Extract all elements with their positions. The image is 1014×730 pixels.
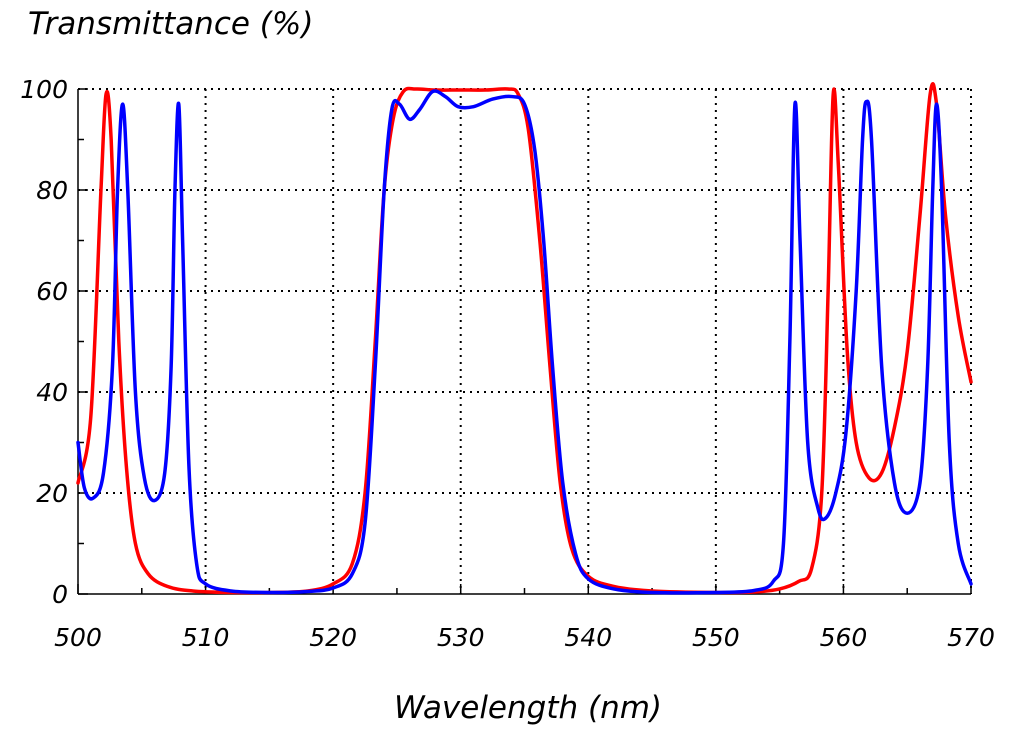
grid-layer (78, 88, 972, 594)
y-tick-label: 40 (36, 378, 68, 407)
x-tick-label: 560 (820, 623, 868, 652)
y-axis-title: Transmittance (%) (28, 6, 313, 42)
red-series-line (76, 82, 973, 595)
x-tick-label: 540 (564, 623, 612, 652)
x-tick-label: 500 (54, 623, 102, 652)
y-tick-label: 60 (36, 277, 68, 306)
x-tick-label: 570 (947, 623, 995, 652)
x-tick-label: 530 (437, 623, 485, 652)
y-tick-label: 80 (36, 176, 68, 205)
label-layer: 0 20 40 60 80 100 500 510 520 530 540 550 560 570 (20, 75, 995, 652)
series-layer (76, 82, 973, 595)
y-tick-label: 20 (36, 479, 68, 508)
y-tick-label: 0 (52, 580, 68, 609)
x-tick-label: 510 (182, 623, 230, 652)
x-tick-label: 550 (692, 623, 740, 652)
x-tick-label: 520 (309, 623, 357, 652)
y-tick-label: 100 (20, 75, 68, 104)
x-axis-title: Wavelength (nm) (394, 690, 662, 726)
blue-series-line (76, 89, 973, 595)
